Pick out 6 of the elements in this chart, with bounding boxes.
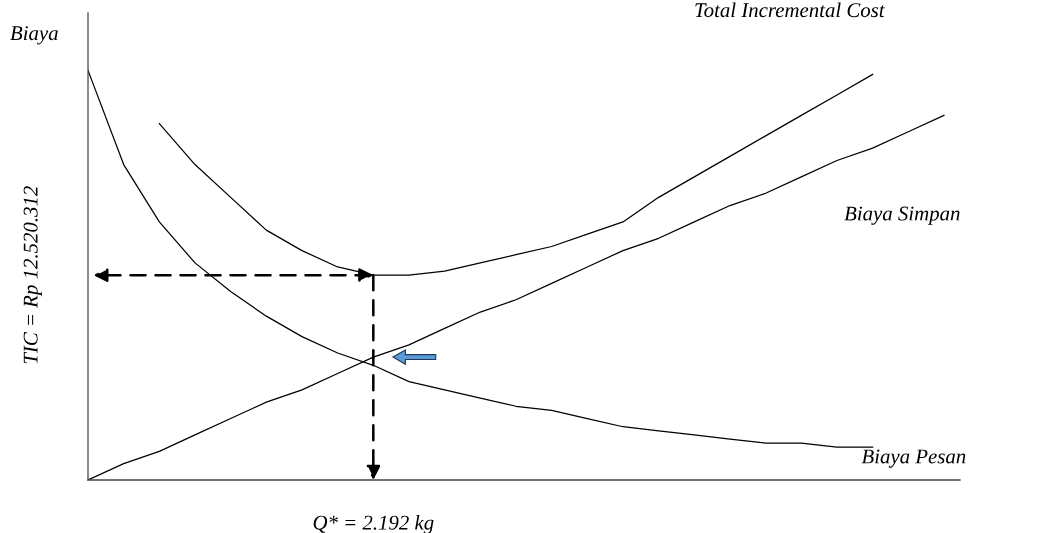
text: Q* = 2.192 kg bbox=[313, 515, 434, 533]
series-label: Biaya Pesan bbox=[861, 449, 966, 468]
text: Total Incremental Cost bbox=[695, 2, 885, 18]
text: Biaya Simpan bbox=[844, 206, 960, 225]
text: TIC = Rp 12.520.312 bbox=[23, 186, 42, 364]
text: Biaya bbox=[10, 26, 58, 45]
